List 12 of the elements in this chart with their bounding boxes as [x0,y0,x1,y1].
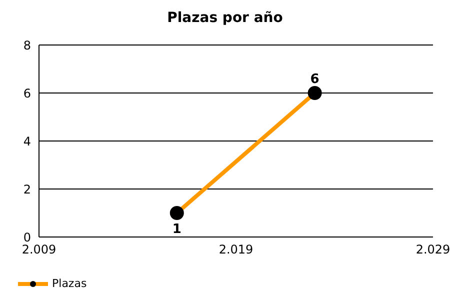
chart-title: Plazas por año [166,10,284,26]
x-tick-label: 2.029 [416,242,450,257]
x-tick-label: 2.019 [218,242,254,257]
y-tick-label: 0 [23,230,31,244]
data-label: 6 [310,72,320,87]
y-tick-label: 2 [23,182,31,196]
y-tick-label: 4 [23,134,31,148]
y-tick-label: 6 [23,86,31,100]
data-label: 1 [172,222,182,237]
x-tick-label: 2.009 [22,242,56,257]
y-tick-label: 8 [23,38,31,52]
legend-label: Plazas [52,277,87,290]
